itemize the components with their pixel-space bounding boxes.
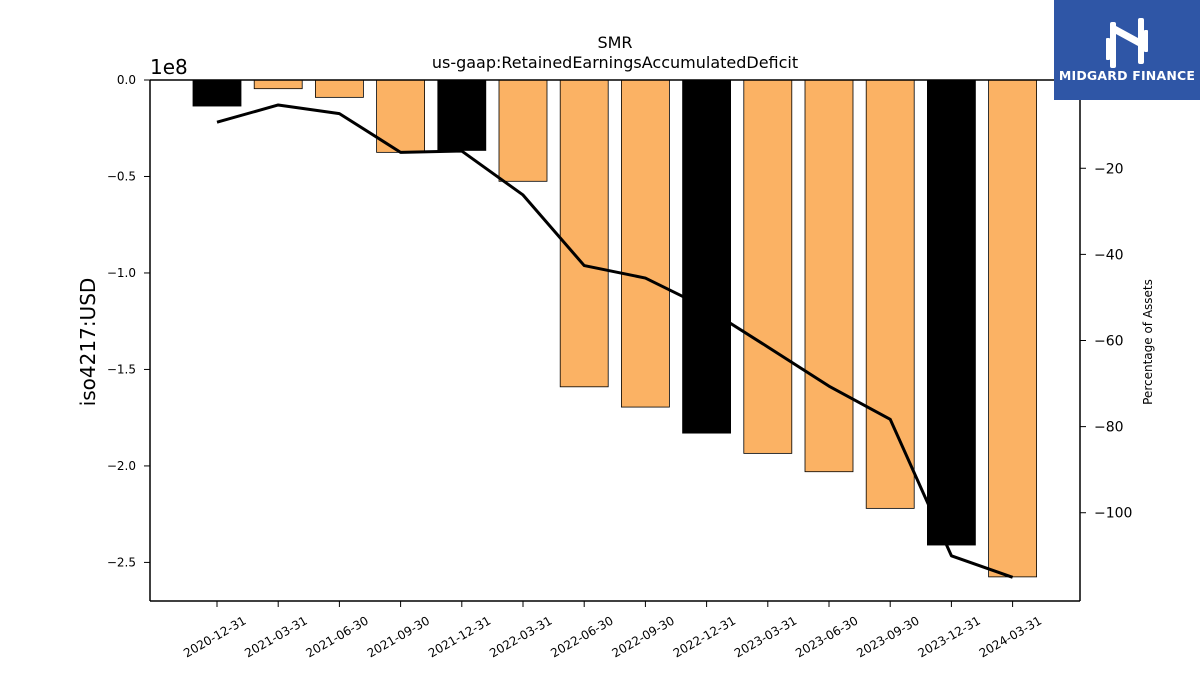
chart-title: SMR [597,33,632,52]
y2-tick-label: −100 [1094,506,1132,522]
bar-2024-03-31 [988,79,1037,578]
midgard-logo-icon [1106,18,1148,68]
y2-tick-label: −40 [1094,247,1124,263]
bar-2023-03-31 [743,79,793,454]
bar-2022-06-30 [559,79,609,388]
x-tick-label: 2024-03-31 [977,613,1044,660]
x-tick-label: 2023-09-30 [854,613,921,660]
y2-axis-label: Percentage of Assets [1141,279,1155,405]
bar-2023-06-30 [804,79,854,473]
x-tick-label: 2022-06-30 [548,613,615,660]
x-tick-label: 2023-06-30 [793,613,860,660]
y-tick-label: −2.5 [107,555,136,569]
percentage-line-group [216,103,1014,579]
x-tick-label: 2023-12-31 [915,613,982,660]
x-tick-label: 2021-03-31 [242,613,309,660]
y-tick-label: −2.0 [107,459,136,473]
chart-subtitle: us-gaap:RetainedEarningsAccumulatedDefic… [432,53,798,72]
logo-text: MIDGARD FINANCE [1058,68,1196,83]
y-axis-label: iso4217:USD [76,278,100,407]
y2-tick-label: −60 [1094,334,1124,350]
x-tick-label: 2021-09-30 [365,613,432,660]
bars-group [192,79,1037,578]
midgard-finance-logo: MIDGARD FINANCE [1054,0,1200,100]
x-tick-label: 2022-09-30 [609,613,676,660]
axes-group: 0.0 −0.5 −1.0 −1.5 −2.0 −2.5 −20 −40 −60 −80 −100 2… [107,73,1133,660]
y2-tick-label: −20 [1094,161,1124,177]
percentage-of-assets-line [216,103,1014,579]
y-axis-offset-label: 1e8 [150,55,188,79]
y-tick-label: −1.5 [107,362,136,376]
x-tick-label: 2023-03-31 [732,613,799,660]
x-tick-label: 2022-03-31 [487,613,554,660]
bar-2021-09-30 [376,79,426,153]
x-tick-label: 2021-12-31 [426,613,493,660]
bar-2022-12-31 [682,79,731,434]
x-tick-label: 2021-06-30 [303,613,370,660]
bar-2022-03-31 [498,79,548,182]
bar-2021-03-31 [253,79,303,90]
y2-tick-label: −80 [1094,420,1124,436]
bar-2020-12-31 [192,79,242,107]
bar-2021-06-30 [314,79,364,98]
y-tick-label: −0.5 [107,169,136,183]
bar-2023-09-30 [865,79,915,509]
y-tick-label: 0.0 [117,73,136,87]
bar-2021-12-31 [437,79,487,151]
bar-2022-09-30 [621,79,670,408]
x-tick-label: 2020-12-31 [181,613,248,660]
x-tick-label: 2022-12-31 [671,613,738,660]
bar-2023-12-31 [927,79,976,546]
y-tick-label: −1.0 [107,266,136,280]
